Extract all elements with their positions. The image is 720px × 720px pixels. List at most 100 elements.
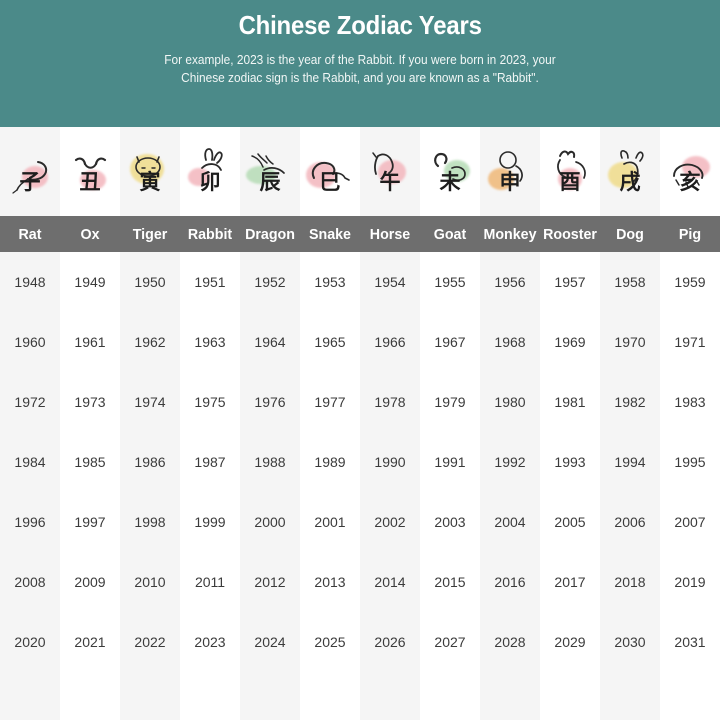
year-cell[interactable]: 1963	[194, 334, 226, 350]
year-cell[interactable]: 1968	[494, 334, 526, 350]
year-cell[interactable]: 2022	[134, 634, 166, 650]
year-cell[interactable]: 1951	[194, 274, 226, 290]
year-cell[interactable]: 2019	[674, 574, 706, 590]
year-cell[interactable]: 2031	[674, 634, 706, 650]
year-cell[interactable]: 1960	[14, 334, 46, 350]
year-cell[interactable]: 2024	[254, 634, 286, 650]
year-cell[interactable]: 1964	[254, 334, 286, 350]
year-cell[interactable]: 2001	[314, 514, 346, 530]
year-cell[interactable]: 1954	[374, 274, 406, 290]
year-cell[interactable]: 1986	[134, 454, 166, 470]
year-cell[interactable]: 2012	[254, 574, 286, 590]
year-cell[interactable]: 1999	[194, 514, 226, 530]
year-cell[interactable]: 1985	[74, 454, 106, 470]
year-cell[interactable]: 1997	[74, 514, 106, 530]
year-cell[interactable]: 1979	[434, 394, 466, 410]
zodiac-name-header-dragon[interactable]: Dragon	[245, 225, 295, 243]
year-cell[interactable]: 1994	[614, 454, 646, 470]
year-cell[interactable]: 1953	[314, 274, 346, 290]
year-cell[interactable]: 2000	[254, 514, 286, 530]
year-cell[interactable]: 2015	[434, 574, 466, 590]
year-cell[interactable]: 1987	[194, 454, 226, 470]
zodiac-name-header-pig[interactable]: Pig	[678, 225, 702, 243]
year-cell[interactable]: 1972	[14, 394, 46, 410]
year-cell[interactable]: 2026	[374, 634, 406, 650]
year-cell[interactable]: 1995	[674, 454, 706, 470]
year-cell[interactable]: 2004	[494, 514, 526, 530]
zodiac-name-header-snake[interactable]: Snake	[308, 225, 351, 243]
table-row: 1948 1949 1950 1951 1952 1953 1954 1955 1956 1957…	[0, 252, 720, 312]
zodiac-name-header-rabbit[interactable]: Rabbit	[187, 225, 233, 243]
year-cell[interactable]: 2005	[554, 514, 586, 530]
year-cell[interactable]: 1975	[194, 394, 226, 410]
year-cell[interactable]: 2014	[374, 574, 406, 590]
year-cell[interactable]: 1982	[614, 394, 646, 410]
year-cell[interactable]: 1958	[614, 274, 646, 290]
year-cell[interactable]: 1961	[74, 334, 106, 350]
year-cell[interactable]: 2007	[674, 514, 706, 530]
zodiac-name-header-tiger[interactable]: Tiger	[132, 225, 168, 243]
year-cell[interactable]: 1991	[434, 454, 466, 470]
year-cell[interactable]: 1948	[14, 274, 46, 290]
year-cell[interactable]: 2020	[14, 634, 46, 650]
year-cell[interactable]: 1976	[254, 394, 286, 410]
year-cell[interactable]: 1952	[254, 274, 286, 290]
year-cell[interactable]: 1980	[494, 394, 526, 410]
year-cell[interactable]: 1955	[434, 274, 466, 290]
zodiac-name-header-rooster[interactable]: Rooster	[543, 225, 597, 243]
year-cell[interactable]: 1949	[74, 274, 106, 290]
page-title: Chinese Zodiac Years	[238, 10, 482, 40]
year-cell[interactable]: 2008	[14, 574, 46, 590]
year-cell[interactable]: 1984	[14, 454, 46, 470]
year-cell[interactable]: 2016	[494, 574, 526, 590]
year-cell[interactable]: 2003	[434, 514, 466, 530]
year-cell[interactable]: 2021	[74, 634, 106, 650]
year-cell[interactable]: 1962	[134, 334, 166, 350]
year-cell[interactable]: 1965	[314, 334, 346, 350]
year-cell[interactable]: 1967	[434, 334, 466, 350]
year-cell[interactable]: 1973	[74, 394, 106, 410]
year-cell[interactable]: 1990	[374, 454, 406, 470]
year-cell[interactable]: 1950	[134, 274, 166, 290]
year-cell[interactable]: 1981	[554, 394, 586, 410]
year-cell[interactable]: 1993	[554, 454, 586, 470]
year-cell[interactable]: 1956	[494, 274, 526, 290]
year-cell[interactable]: 1998	[134, 514, 166, 530]
year-cell[interactable]: 1978	[374, 394, 406, 410]
zodiac-name-header-ox[interactable]: Ox	[80, 225, 100, 243]
animal-brush-sketch	[311, 161, 350, 181]
year-cell[interactable]: 1992	[494, 454, 526, 470]
year-cell[interactable]: 1966	[374, 334, 406, 350]
year-cell[interactable]: 2023	[194, 634, 226, 650]
year-cell[interactable]: 2002	[374, 514, 406, 530]
year-cell[interactable]: 2028	[494, 634, 526, 650]
year-cell[interactable]: 1977	[314, 394, 346, 410]
animal-brush-sketch	[557, 150, 586, 179]
year-cell[interactable]: 2013	[314, 574, 346, 590]
year-cell[interactable]: 2030	[614, 634, 646, 650]
year-cell[interactable]: 1983	[674, 394, 706, 410]
year-cell[interactable]: 2006	[614, 514, 646, 530]
year-cell[interactable]: 1971	[674, 334, 706, 350]
zodiac-name-header-monkey[interactable]: Monkey	[483, 225, 537, 243]
year-cell[interactable]: 1970	[614, 334, 646, 350]
year-cell[interactable]: 2009	[74, 574, 106, 590]
year-cell[interactable]: 1957	[554, 274, 586, 290]
zodiac-name-header-rat[interactable]: Rat	[18, 225, 42, 243]
year-cell[interactable]: 1988	[254, 454, 286, 470]
year-cell[interactable]: 2011	[194, 574, 226, 590]
year-cell[interactable]: 2025	[314, 634, 346, 650]
year-cell[interactable]: 1969	[554, 334, 586, 350]
year-cell[interactable]: 1996	[14, 514, 46, 530]
year-cell[interactable]: 2027	[434, 634, 466, 650]
year-cell[interactable]: 1989	[314, 454, 346, 470]
year-cell[interactable]: 1959	[674, 274, 706, 290]
year-cell[interactable]: 2018	[614, 574, 646, 590]
year-cell[interactable]: 2017	[554, 574, 586, 590]
zodiac-name-header-dog[interactable]: Dog	[616, 225, 644, 243]
year-cell[interactable]: 1974	[134, 394, 166, 410]
year-cell[interactable]: 2010	[134, 574, 166, 590]
year-cell[interactable]: 2029	[554, 634, 586, 650]
zodiac-name-header-goat[interactable]: Goat	[433, 225, 467, 243]
zodiac-name-header-horse[interactable]: Horse	[369, 225, 411, 243]
